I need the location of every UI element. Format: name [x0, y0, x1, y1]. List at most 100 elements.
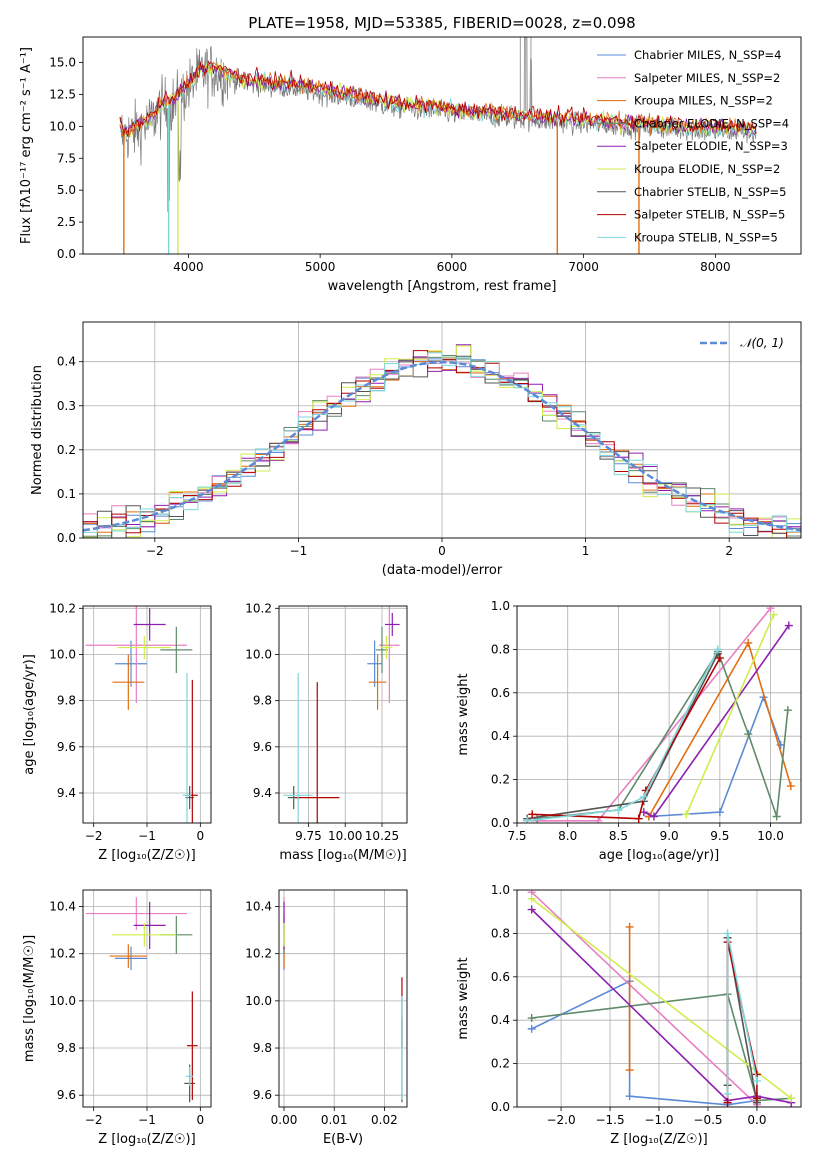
y-tick-label: 0.2: [57, 443, 76, 457]
y-tick-label: 7.5: [57, 151, 76, 165]
y-tick-label: 9.6: [57, 740, 76, 754]
error-point-kroupa_elodie: [117, 636, 171, 660]
histogram-salpeter_elodie: [83, 344, 801, 528]
data-point-marker: [723, 1098, 732, 1107]
x-axis-label: (data-model)/error: [382, 563, 503, 578]
legend-entry: Kroupa ELODIE, N_SSP=2: [634, 162, 780, 176]
series-kroupa_elodie: [527, 894, 796, 1103]
data-point-marker: [766, 606, 775, 613]
y-tick-label: 10.0: [49, 994, 76, 1008]
x-tick-label: −2: [85, 829, 103, 843]
data-point-marker: [772, 812, 781, 821]
series-kroupa_stelib: [523, 645, 722, 823]
panel-age_vs_Z: −2 −1 0 9.4 9.6 9.8 10.0 10.2 Z [log₁₀(Z/Z☉)] age…: [22, 601, 212, 863]
data-point-marker: [715, 654, 724, 663]
y-tick-label: 10.0: [49, 647, 76, 661]
axes-frame: [82, 605, 212, 824]
y-tick-label: 1.0: [491, 599, 510, 613]
y-tick-label: 9.6: [253, 740, 272, 754]
x-tick-label: −1: [290, 544, 308, 558]
y-tick-label: 10.2: [49, 601, 76, 615]
data-point-marker: [523, 816, 532, 823]
series-salpeter_miles: [527, 890, 761, 1107]
data-point-marker: [784, 621, 793, 630]
plot-area: [83, 606, 211, 823]
x-tick-label: −1.5: [595, 1113, 624, 1127]
plot-area: [119, 37, 757, 254]
series-line: [531, 979, 758, 1106]
y-tick-label: 10.2: [245, 947, 272, 961]
error-point-chabrier_miles: [115, 640, 147, 687]
x-tick-label: −1: [138, 829, 156, 843]
series-line: [531, 908, 792, 1104]
data-point-marker: [528, 810, 537, 819]
axes-frame: [278, 605, 408, 824]
x-tick-label: 0: [197, 1113, 205, 1127]
data-point-marker: [625, 922, 634, 931]
y-tick-label: 9.4: [57, 786, 76, 800]
y-axis-label: age [log₁₀(age/yr)]: [22, 654, 37, 775]
panel-age_vs_mass: 9.75 10.00 10.25 9.4 9.6 9.8 10.0 10.2 mass [log…: [245, 601, 408, 863]
y-tick-label: 0.3: [57, 399, 76, 413]
y-tick-label: 0.4: [491, 729, 510, 743]
data-point-marker: [744, 730, 753, 739]
x-tick-label: 9.75: [295, 829, 322, 843]
series-salpeter_elodie: [527, 905, 796, 1107]
y-tick-label: 9.8: [253, 694, 272, 708]
y-tick-label: 0.0: [57, 247, 76, 261]
y-tick-label: 10.2: [49, 947, 76, 961]
data-point-marker: [527, 894, 536, 903]
legend-entry: Chabrier STELIB, N_SSP=5: [634, 185, 786, 199]
data-point-marker: [713, 645, 722, 654]
y-tick-label: 0.0: [491, 1100, 510, 1114]
data-point-marker: [625, 1066, 634, 1075]
data-point-marker: [787, 1094, 796, 1103]
axes-frame: [82, 889, 212, 1108]
x-tick-label: 4000: [173, 260, 204, 274]
error-point-kroupa_miles: [368, 654, 387, 710]
x-axis-label: Z [log₁₀(Z/Z☉)]: [98, 848, 195, 863]
data-point-marker: [783, 706, 792, 715]
data-point-marker: [527, 905, 536, 914]
x-tick-label: −2: [85, 1113, 103, 1127]
y-tick-label: 0.4: [491, 1013, 510, 1027]
x-tick-label: 6000: [437, 260, 468, 274]
error-point-kroupa_stelib: [182, 672, 192, 823]
error-point-kroupa_miles: [109, 944, 147, 968]
axes-frame: [516, 889, 802, 1108]
data-point-marker: [715, 808, 724, 817]
data-point-marker: [527, 1024, 536, 1033]
error-point-kroupa_stelib: [283, 672, 313, 823]
y-tick-label: 15.0: [49, 56, 76, 70]
x-axis-label: mass [log₁₀(M/M☉)]: [279, 848, 406, 863]
x-tick-label: −2: [146, 544, 164, 558]
data-point-marker: [639, 792, 648, 801]
data-point-marker: [614, 805, 623, 814]
data-point-marker: [723, 1089, 732, 1098]
y-tick-label: 9.4: [253, 786, 272, 800]
x-tick-label: 0.00: [271, 1113, 298, 1127]
series-line: [532, 657, 721, 820]
axes-frame: [278, 889, 408, 1108]
x-axis-label: Z [log₁₀(Z/Z☉)]: [98, 1132, 195, 1147]
data-point-marker: [752, 1076, 761, 1085]
legend-entry: Chabrier ELODIE, N_SSP=4: [634, 116, 789, 130]
y-tick-label: 10.4: [49, 900, 76, 914]
model-line-salpeter_stelib: [119, 59, 757, 137]
legend-entry: Salpeter MILES, N_SSP=2: [634, 71, 780, 85]
error-point-chabrier_miles: [115, 946, 147, 971]
data-point-marker: [634, 814, 643, 823]
series-line: [531, 898, 792, 1099]
y-tick-label: 0.8: [491, 926, 510, 940]
series-chabrier_elodie: [527, 990, 796, 1105]
error-point-salpeter_miles: [85, 606, 187, 703]
y-tick-label: 10.0: [49, 119, 76, 133]
x-tick-label: 0.0: [747, 1113, 766, 1127]
x-tick-label: −1.0: [644, 1113, 673, 1127]
x-axis-label: wavelength [Angstrom, rest frame]: [328, 279, 557, 294]
chart-title: PLATE=1958, MJD=53385, FIBERID=0028, z=0…: [248, 14, 635, 32]
y-tick-label: 10.4: [245, 900, 272, 914]
y-tick-label: 9.6: [57, 1088, 76, 1102]
legend-entry: Kroupa STELIB, N_SSP=5: [634, 230, 778, 244]
x-axis-label: age [log₁₀(age/yr)]: [599, 848, 720, 863]
